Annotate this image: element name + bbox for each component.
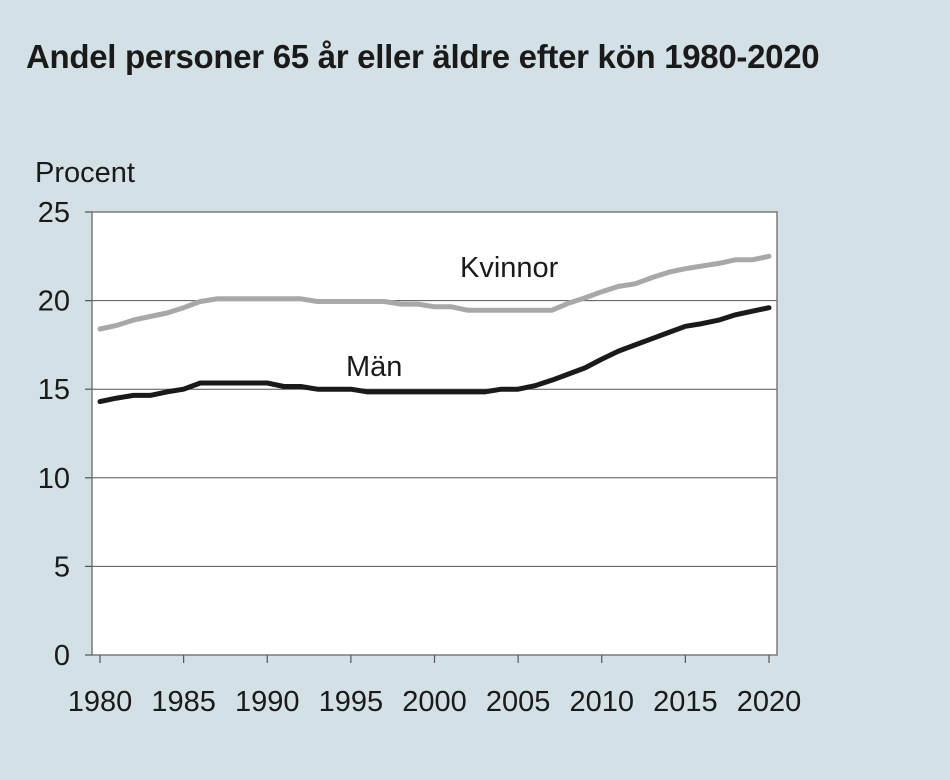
y-tick-label: 20 (38, 286, 70, 318)
x-tick-label: 2020 (737, 686, 802, 718)
x-tick-label: 2010 (569, 686, 634, 718)
x-tick-label: 1980 (68, 686, 133, 718)
x-tick-label: 1985 (151, 686, 216, 718)
y-tick-label: 10 (38, 463, 70, 495)
chart-title: Andel personer 65 år eller äldre efter k… (26, 38, 820, 75)
y-tick-label: 15 (38, 374, 70, 406)
y-tick-label: 0 (54, 640, 70, 672)
y-tick-label: 5 (54, 551, 70, 583)
x-tick-label: 2015 (653, 686, 718, 718)
y-axis-title: Procent (35, 157, 135, 189)
x-tick-label: 2005 (486, 686, 551, 718)
x-tick-label: 1990 (235, 686, 300, 718)
plot-area (92, 212, 777, 655)
series-line-kvinnor (97, 253, 772, 332)
series-label-man: Män (346, 351, 402, 383)
x-tick-label: 1995 (319, 686, 384, 718)
y-tick-label: 25 (38, 197, 70, 229)
series-line-man (97, 305, 772, 405)
x-tick-label: 2000 (402, 686, 467, 718)
series-label-kvinnor: Kvinnor (460, 252, 559, 284)
